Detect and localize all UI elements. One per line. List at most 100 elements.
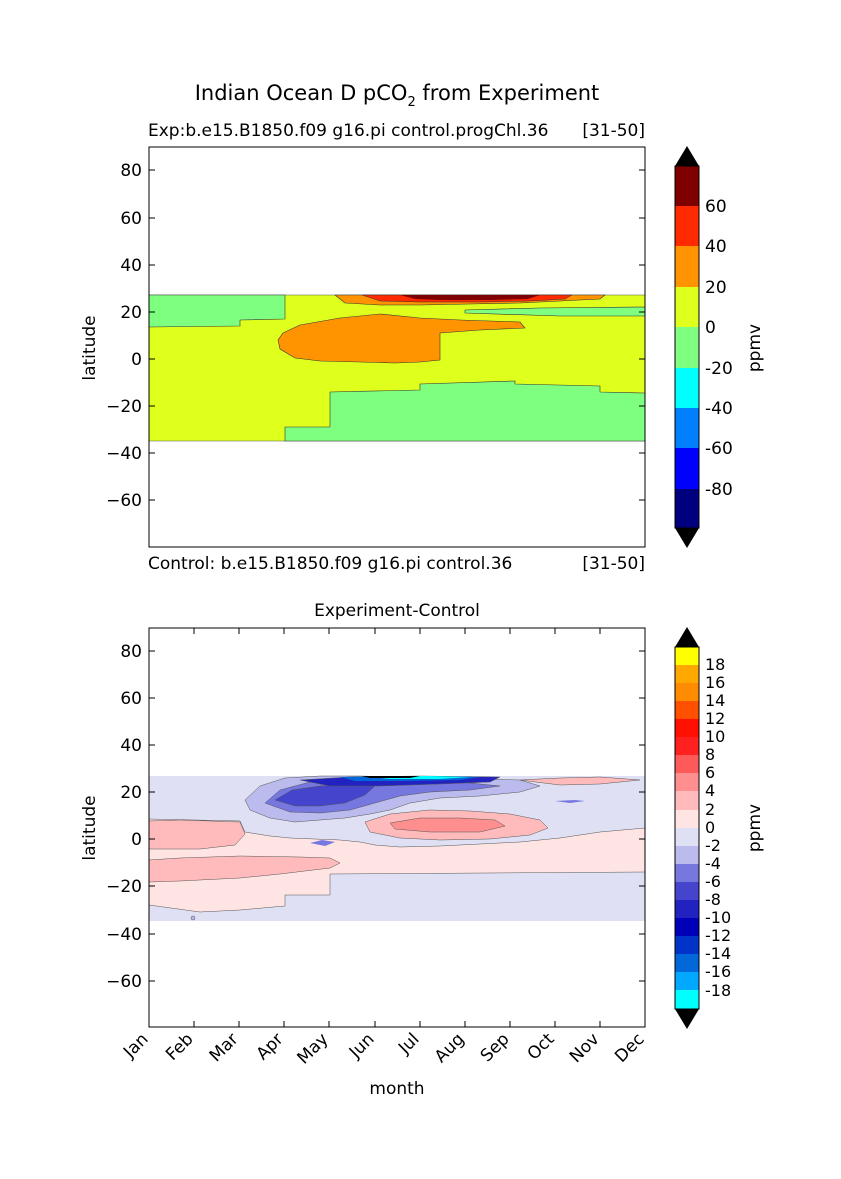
top-colorbar-tick: 40 [705,237,727,257]
bottom-colorbar-tick: 12 [705,709,725,728]
bottom-colorbar-bin [675,701,699,719]
bottom-colorbar-bin [675,647,699,665]
top-ytick-label: −20 [106,397,142,417]
bottom-plot-area [148,627,646,1028]
bottom-colorbar-tick: -2 [705,836,721,855]
bottom-colorbar-bin [675,665,699,683]
bottom-ytick-label: −20 [106,877,142,897]
bottom-colorbar-bin [675,990,699,1009]
top-colorbar-tick: -60 [705,439,733,459]
bottom-colorbar-bin [675,846,699,864]
bottom-region-0-2 [148,818,646,913]
bottom-colorbar: 18 16 14 12 10 8 6 4 2 0 -2 -4 -6 -8 -10… [674,627,765,1029]
bottom-colorbar-label: ppmv [745,804,765,852]
top-ytick-label: −40 [106,444,142,464]
bottom-colorbar-tick: 6 [705,763,715,782]
bottom-region-2-4-west [148,819,246,850]
bottom-region-2-4-south [148,855,341,883]
bottom-xtick-label: Jan [119,1029,152,1062]
top-ytick-label: 80 [120,161,142,181]
bottom-colorbar-bin [675,900,699,918]
bottom-colorbar-tick: -12 [705,926,731,945]
top-y-axis: 80 60 40 20 0 −20 −40 −60 [106,161,645,511]
top-colorbar-tick: -40 [705,399,733,419]
bottom-colorbar-tick: -8 [705,890,721,909]
bottom-ytick-label: −60 [106,972,142,992]
bottom-colorbar-bin [675,882,699,900]
top-colorbar-bin [675,206,699,246]
top-colorbar-bin [675,287,699,327]
top-colorbar-bin [675,368,699,408]
top-colorbar-bin [675,327,699,368]
top-colorbar-tick: 0 [705,318,716,338]
figure-title: Indian Ocean D pCO2 from Experiment [195,81,600,110]
top-colorbar-tick: 60 [705,197,727,217]
bottom-xtick-label: May [294,1029,333,1068]
top-colorbar-bin [675,408,699,448]
top-colorbar-bin [675,246,699,287]
top-colorbar-bin [675,166,699,206]
top-ytick-label: 40 [120,256,142,276]
bottom-ytick-label: 0 [131,830,142,850]
bottom-title: Experiment-Control [314,601,480,621]
bottom-colorbar-tick: 4 [705,781,715,800]
bottom-colorbar-bin [675,936,699,954]
bottom-colorbar-extend-min [675,1009,699,1029]
top-colorbar-tick: -80 [705,480,733,500]
bottom-xtick-label: Sep [477,1029,514,1066]
bottom-xtick-label: Nov [566,1029,604,1067]
top-plot-area [148,146,646,548]
bottom-region-neg6-neg4 [274,784,376,807]
bottom-xtick-label: Feb [162,1029,197,1064]
bottom-colorbar-tick: 16 [705,673,725,692]
bottom-colorbar-bin [675,918,699,936]
top-colorbar-bin [675,448,699,489]
bottom-colorbar-bin [675,810,699,828]
bottom-colorbar-tick: -4 [705,854,721,873]
bottom-colorbar-bin [675,972,699,990]
bottom-xtick-label: Jul [394,1029,423,1058]
top-colorbar-extend-min [675,528,699,548]
top-colorbar-bin [675,489,699,528]
bottom-xtick-label: Apr [253,1029,288,1064]
bottom-xtick-label: Mar [206,1029,243,1066]
bottom-colorbar-bin [675,755,699,773]
top-title-left: Exp:b.e15.B1850.f09 g16.pi control.progC… [148,121,548,141]
bottom-colorbar-bin [675,719,699,737]
bottom-ytick-label: 60 [120,689,142,709]
bottom-colorbar-extend-max [675,627,699,647]
top-ytick-label: 20 [120,303,142,323]
bottom-colorbar-bin [675,683,699,701]
bottom-colorbar-bin [675,791,699,810]
top-footer-left: Control: b.e15.B1850.f09 g16.pi control.… [148,554,512,574]
bottom-patch [310,840,335,846]
bottom-colorbar-tick: 14 [705,691,725,710]
top-ytick-label: 60 [120,209,142,229]
top-plot-frame [148,146,646,548]
top-region-20-40 [277,313,526,364]
bottom-colorbar-tick: -16 [705,962,731,981]
top-colorbar-extend-max [675,146,699,166]
bottom-colorbar-tick: 2 [705,800,715,819]
bottom-patch [555,800,585,803]
bottom-colorbar-frame [674,646,700,1010]
bottom-y-axis: 80 60 40 20 0 −20 −40 −60 [106,642,645,992]
bottom-ytick-label: 20 [120,783,142,803]
bottom-ytick-label: 80 [120,642,142,662]
bottom-patch [190,915,196,921]
bottom-colorbar-bin [675,828,699,846]
top-region-60-80 [400,295,540,300]
bottom-colorbar-tick: 8 [705,745,715,764]
bottom-colorbar-bin [675,864,699,882]
bottom-colorbar-tick: -10 [705,908,731,927]
bottom-region-extreme [362,776,420,778]
bottom-ylabel: latitude [80,795,100,860]
bottom-plot-frame [148,627,646,1028]
top-ylabel: latitude [80,315,100,380]
top-colorbar-frame [674,165,700,529]
top-title-right: [31-50] [582,121,645,141]
bottom-colorbar-tick: 0 [705,818,715,837]
top-ytick-label: 0 [131,350,142,370]
bottom-ytick-label: −40 [106,925,142,945]
